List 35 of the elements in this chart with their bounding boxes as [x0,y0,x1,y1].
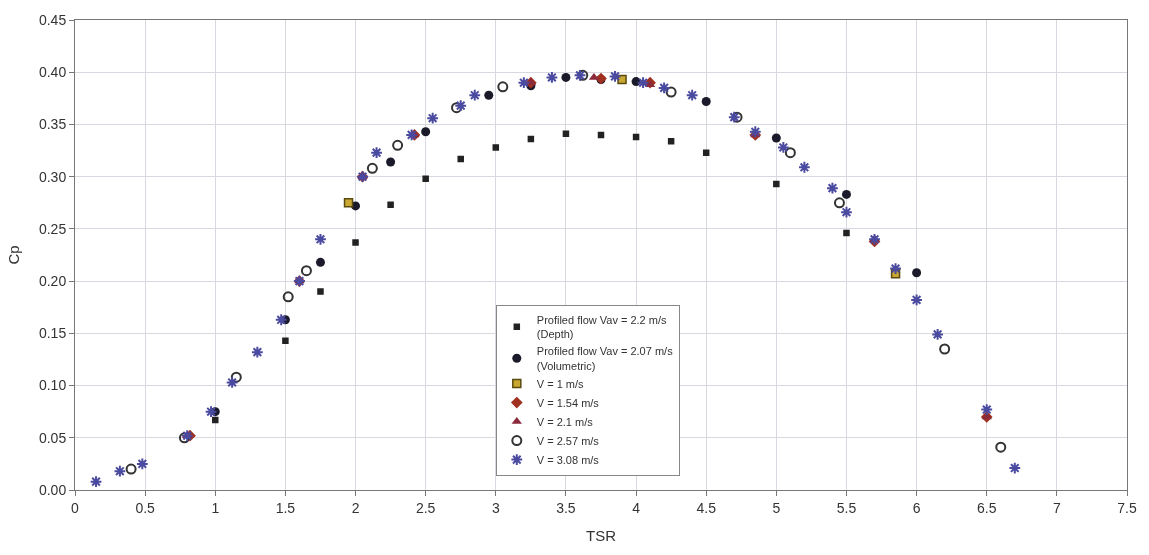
y-tick-label: 0.10 [38,377,67,394]
y-tick-label: 0.05 [38,429,67,446]
y-tick-label: 0.15 [38,325,67,342]
x-tick-label: 4.5 [696,499,717,516]
x-tick-label: 6.5 [977,499,997,516]
y-tick-label: 0.40 [38,64,67,81]
legend-label: V = 2.1 m/s [536,415,594,428]
x-tick-label: 0.5 [135,499,156,516]
legend-label: V = 3.08 m/s [536,453,600,466]
x-tick-label: 1 [211,499,220,516]
x-tick-label: 3 [491,499,500,516]
x-tick-label: 7.5 [1117,499,1137,516]
x-tick-label: 5.5 [836,499,857,516]
x-tick-label: 2 [351,499,360,516]
y-tick-label: 0.25 [38,220,67,237]
legend-label: V = 1 m/s [536,377,585,390]
y-axis-title: Cp [5,245,23,265]
y-tick-label: 0.30 [38,168,67,185]
x-tick-label: 0 [71,499,80,516]
x-tick-label: 2.5 [415,499,436,516]
x-axis-title: TSR [586,526,617,544]
legend-label: V = 2.57 m/s [536,434,600,447]
x-tick-label: 1.5 [275,499,296,516]
legend-label: V = 1.54 m/s [536,396,600,409]
x-tick-label: 3.5 [556,499,576,516]
x-tick-label: 7 [1052,499,1061,516]
y-tick-label: 0.45 [38,11,67,28]
y-tick-label: 0.20 [38,273,67,290]
y-tick-label: 0.00 [38,481,67,498]
legend-label: Profiled flow Vav = 2.2 m/s (Depth) [536,313,668,341]
y-tick-label: 0.35 [38,116,67,133]
x-tick-label: 6 [912,499,921,516]
legend-label: Profiled flow Vav = 2.07 m/s (Volumetric) [536,345,674,372]
x-tick-label: 4 [632,499,641,516]
x-tick-label: 5 [772,499,781,516]
